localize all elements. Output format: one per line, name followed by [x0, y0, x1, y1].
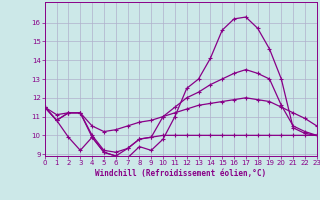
X-axis label: Windchill (Refroidissement éolien,°C): Windchill (Refroidissement éolien,°C) — [95, 169, 266, 178]
